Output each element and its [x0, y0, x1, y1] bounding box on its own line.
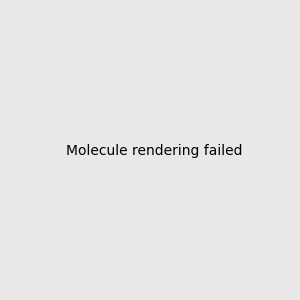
Text: Molecule rendering failed: Molecule rendering failed [65, 145, 242, 158]
